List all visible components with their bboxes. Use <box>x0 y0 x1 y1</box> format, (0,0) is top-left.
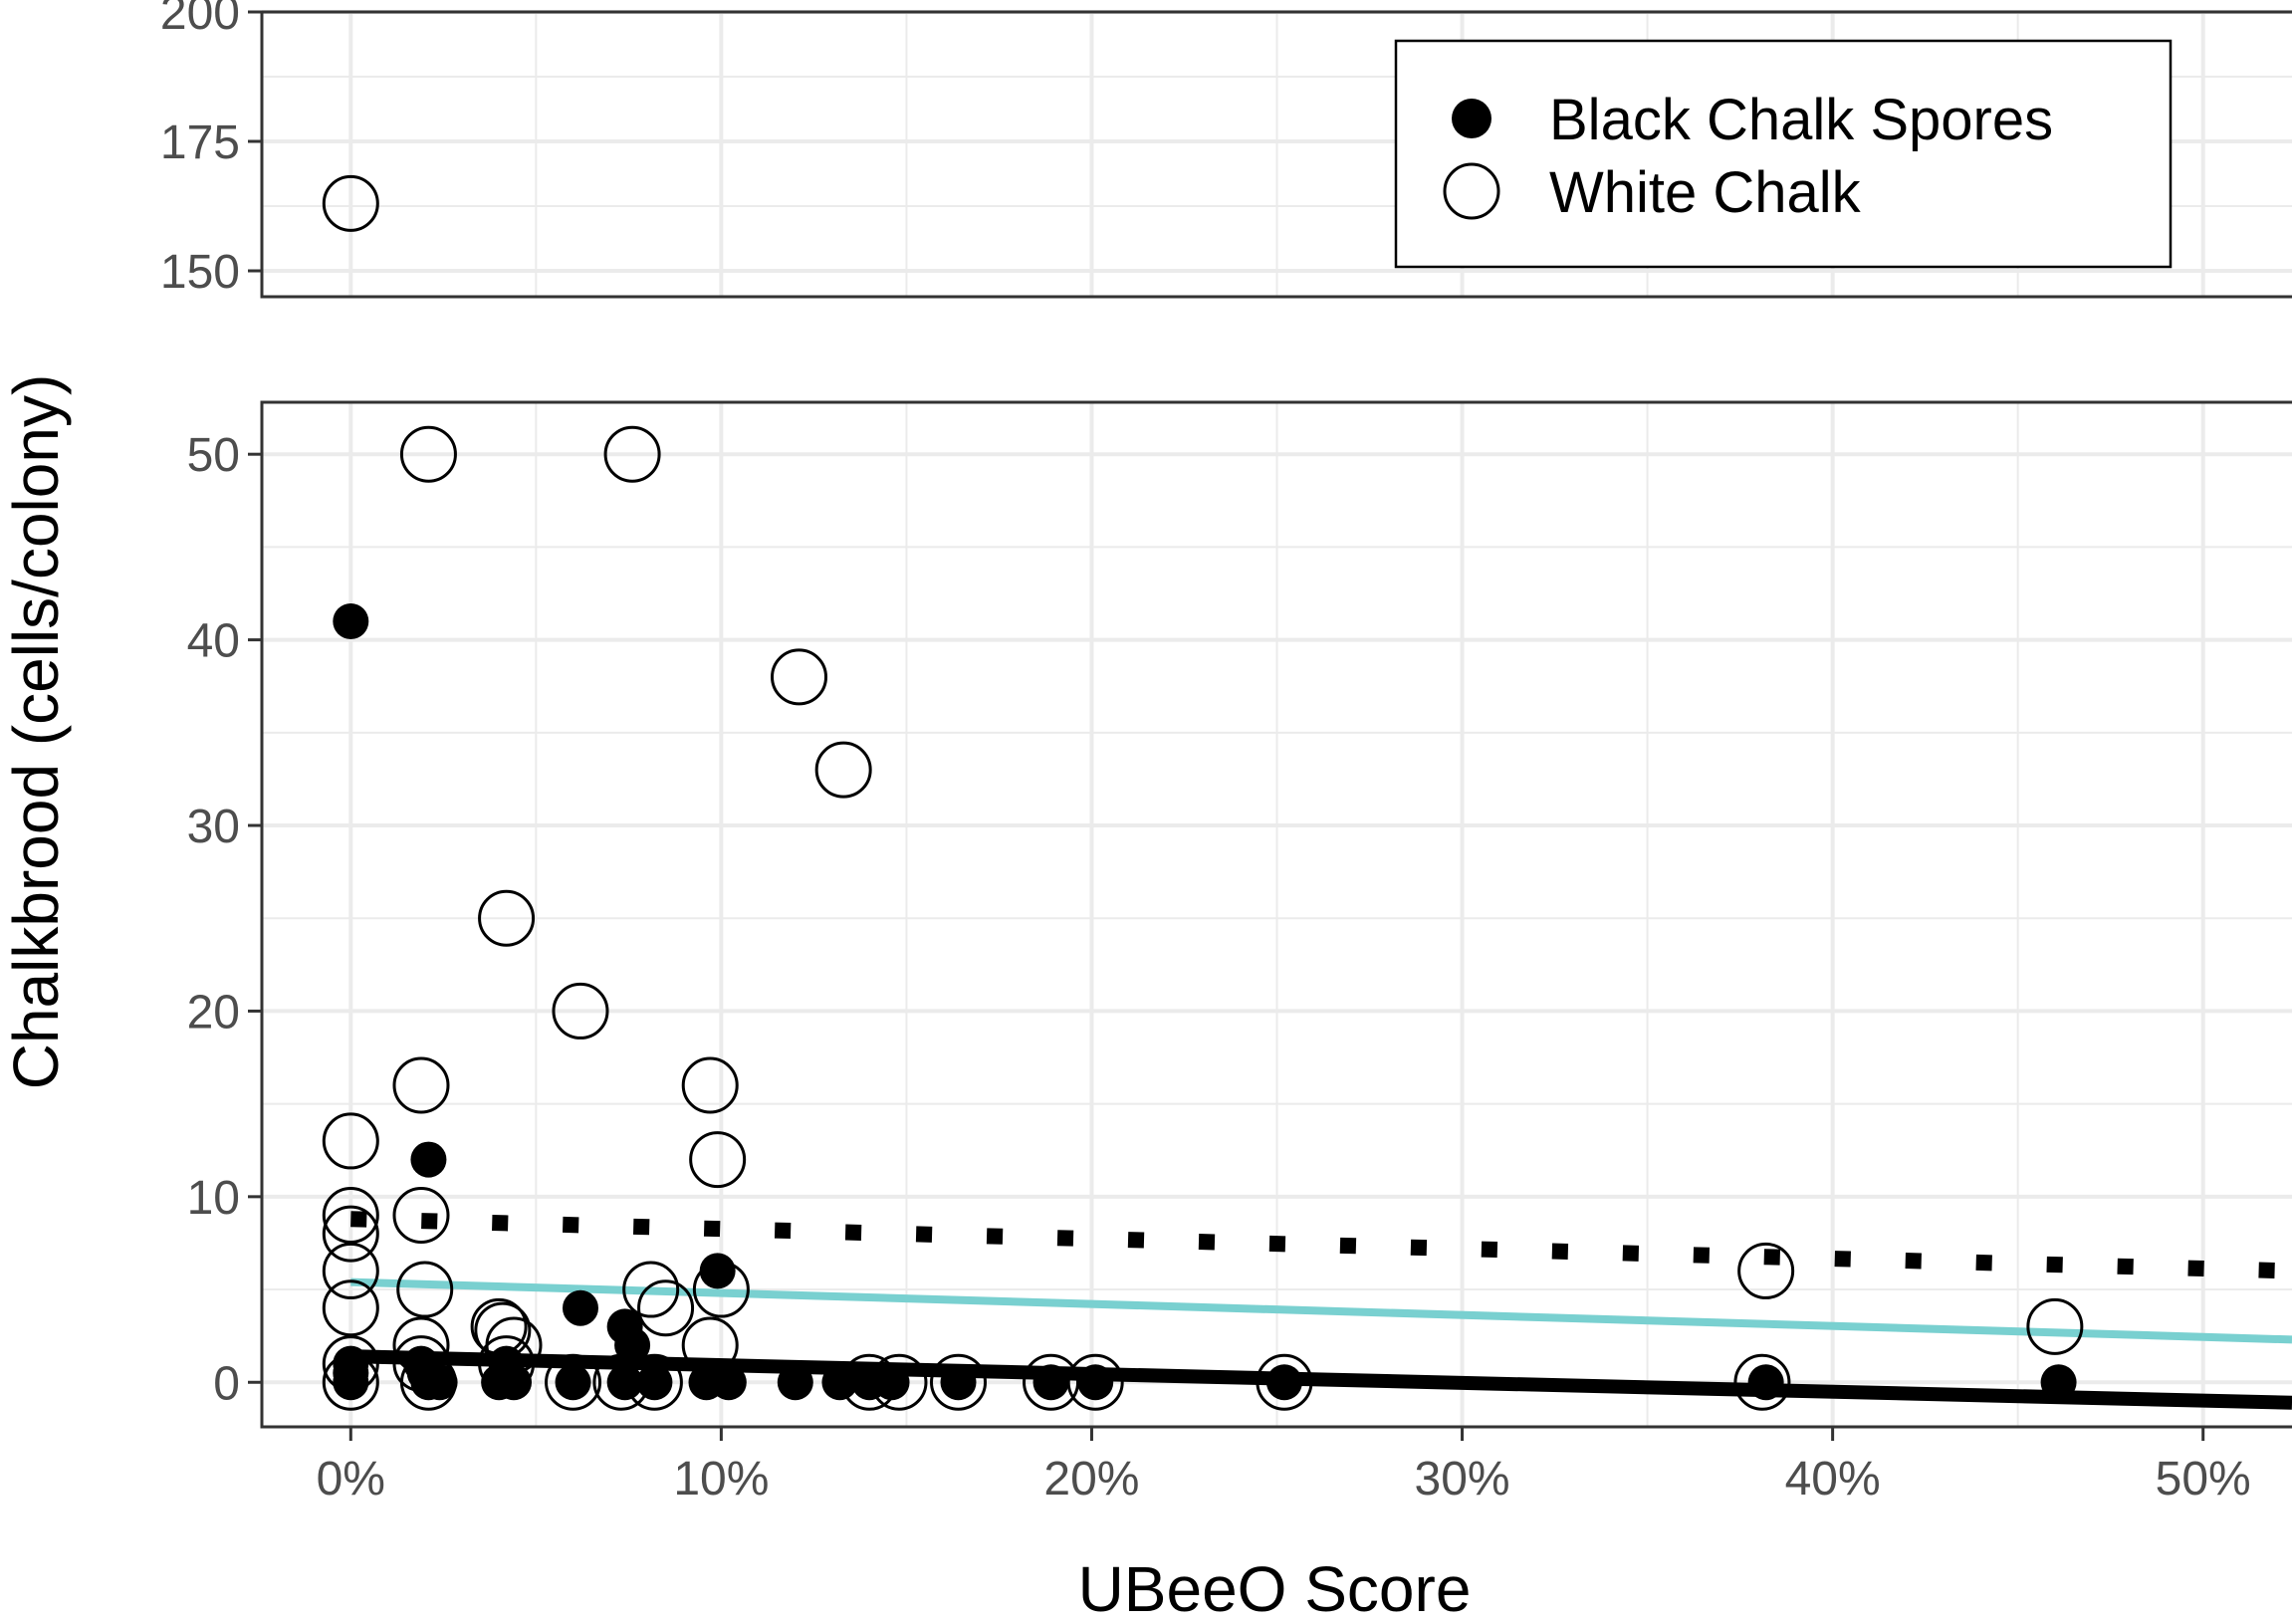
white-chalk-point <box>322 1112 379 1170</box>
y-tick-label: 20 <box>187 986 240 1039</box>
black-chalk-spores-point <box>873 1364 910 1401</box>
x-tick-label: 30% <box>1415 1453 1510 1506</box>
x-tick-label: 50% <box>2156 1453 2251 1506</box>
y-tick-label: 200 <box>160 0 240 40</box>
y-tick-label: 0 <box>213 1357 240 1410</box>
black-chalk-spores-point <box>1077 1364 1114 1401</box>
x-tick-label: 40% <box>1785 1453 1881 1506</box>
trend-line-white-chalk-trend <box>350 1277 2292 1344</box>
white-chalk-point <box>1256 1353 1313 1411</box>
black-chalk-spores-point <box>777 1364 813 1401</box>
white-chalk-point <box>322 1279 379 1337</box>
lower-y-axis-ticks: 0 10 20 30 40 50 <box>187 429 262 1410</box>
black-chalk-spores-point <box>410 1141 447 1178</box>
white-chalk-point <box>322 1205 379 1263</box>
white-chalk-point <box>392 1186 450 1244</box>
black-chalk-spores-point <box>606 1364 643 1401</box>
y-tick-label: 10 <box>187 1172 240 1225</box>
legend-label-black-chalk: Black Chalk Spores <box>1549 88 2053 152</box>
white-chalk-point <box>322 1186 379 1244</box>
white-chalk-point <box>552 982 609 1040</box>
black-chalk-spores-point <box>2040 1364 2077 1401</box>
x-tick-label: 10% <box>673 1453 769 1506</box>
black-chalk-spores-point <box>333 602 369 639</box>
legend-label-white-chalk: White Chalk <box>1549 160 1862 225</box>
legend: Black Chalk Spores White Chalk <box>1394 39 2173 269</box>
white-chalk-point <box>545 1353 602 1411</box>
white-chalk-point <box>392 1056 450 1114</box>
black-chalk-spores-point <box>421 1364 458 1401</box>
black-chalk-spores-point <box>636 1364 673 1401</box>
white-chalk-point <box>814 741 872 799</box>
black-chalk-spores-point <box>699 1253 736 1289</box>
y-tick-label: 150 <box>160 246 240 299</box>
black-chalk-spores-point <box>1747 1364 1784 1401</box>
white-chalk-point <box>689 1131 747 1189</box>
black-chalk-spores-point <box>940 1364 977 1401</box>
y-tick-label: 30 <box>187 801 240 853</box>
white-chalk-point <box>399 425 457 483</box>
y-tick-label: 50 <box>187 429 240 482</box>
x-tick-label: 0% <box>317 1453 385 1506</box>
y-axis-title: Chalkbrood (cells/colony) <box>0 374 72 1090</box>
white-chalk-point <box>478 889 536 947</box>
white-chalk-point <box>2026 1297 2084 1355</box>
white-chalk-point <box>622 1261 680 1318</box>
black-chalk-spores-point <box>555 1364 591 1401</box>
upper-panel-border <box>260 10 2292 299</box>
legend-filled-circle-icon <box>1452 99 1491 138</box>
white-chalk-point <box>1737 1242 1795 1299</box>
black-chalk-spores-point <box>496 1364 533 1401</box>
white-chalk-point <box>1733 1353 1791 1411</box>
lower-panel-border <box>260 400 2292 1429</box>
black-chalk-spores-point <box>710 1364 747 1401</box>
white-chalk-point <box>322 174 379 232</box>
black-chalk-spores-point <box>821 1364 858 1401</box>
y-tick-label: 40 <box>187 615 240 668</box>
y-tick-label: 175 <box>160 116 240 169</box>
white-chalk-point <box>771 648 828 706</box>
white-chalk-point <box>396 1261 454 1318</box>
black-chalk-spores-point <box>562 1289 598 1326</box>
white-chalk-point <box>681 1056 739 1114</box>
white-chalk-point <box>322 1242 379 1299</box>
legend-open-circle-icon <box>1443 162 1500 220</box>
white-chalk-point <box>930 1353 988 1411</box>
black-chalk-spores-point <box>614 1326 651 1363</box>
x-axis-ticks: 0% 10% 20% 30% 40% 50% <box>317 1427 2251 1506</box>
legend-box <box>1394 39 2173 269</box>
x-tick-label: 20% <box>1043 1453 1139 1506</box>
white-chalk-point <box>637 1279 695 1337</box>
x-axis-title: UBeeO Score <box>1078 1553 1472 1624</box>
black-chalk-spores-point <box>333 1364 369 1401</box>
black-chalk-spores-point <box>1032 1364 1069 1401</box>
data-points <box>322 174 2084 1411</box>
upper-y-axis-ticks: 150 175 200 <box>160 0 262 299</box>
white-chalk-point <box>603 425 661 483</box>
black-chalk-spores-point <box>1265 1364 1302 1401</box>
